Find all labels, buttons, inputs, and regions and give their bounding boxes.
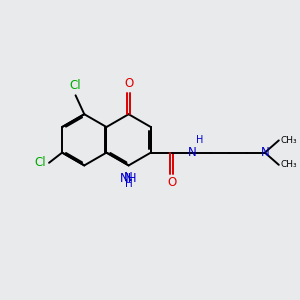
- Text: O: O: [167, 176, 176, 190]
- Text: NH: NH: [120, 172, 137, 185]
- Text: Cl: Cl: [70, 80, 81, 92]
- Text: CH₃: CH₃: [280, 136, 297, 145]
- Text: H: H: [125, 179, 133, 189]
- Text: H: H: [196, 135, 204, 145]
- Text: CH₃: CH₃: [280, 160, 297, 169]
- Text: N: N: [124, 171, 133, 184]
- Text: N: N: [260, 146, 269, 159]
- Text: Cl: Cl: [34, 156, 46, 169]
- Text: O: O: [124, 77, 133, 90]
- Text: N: N: [188, 146, 197, 159]
